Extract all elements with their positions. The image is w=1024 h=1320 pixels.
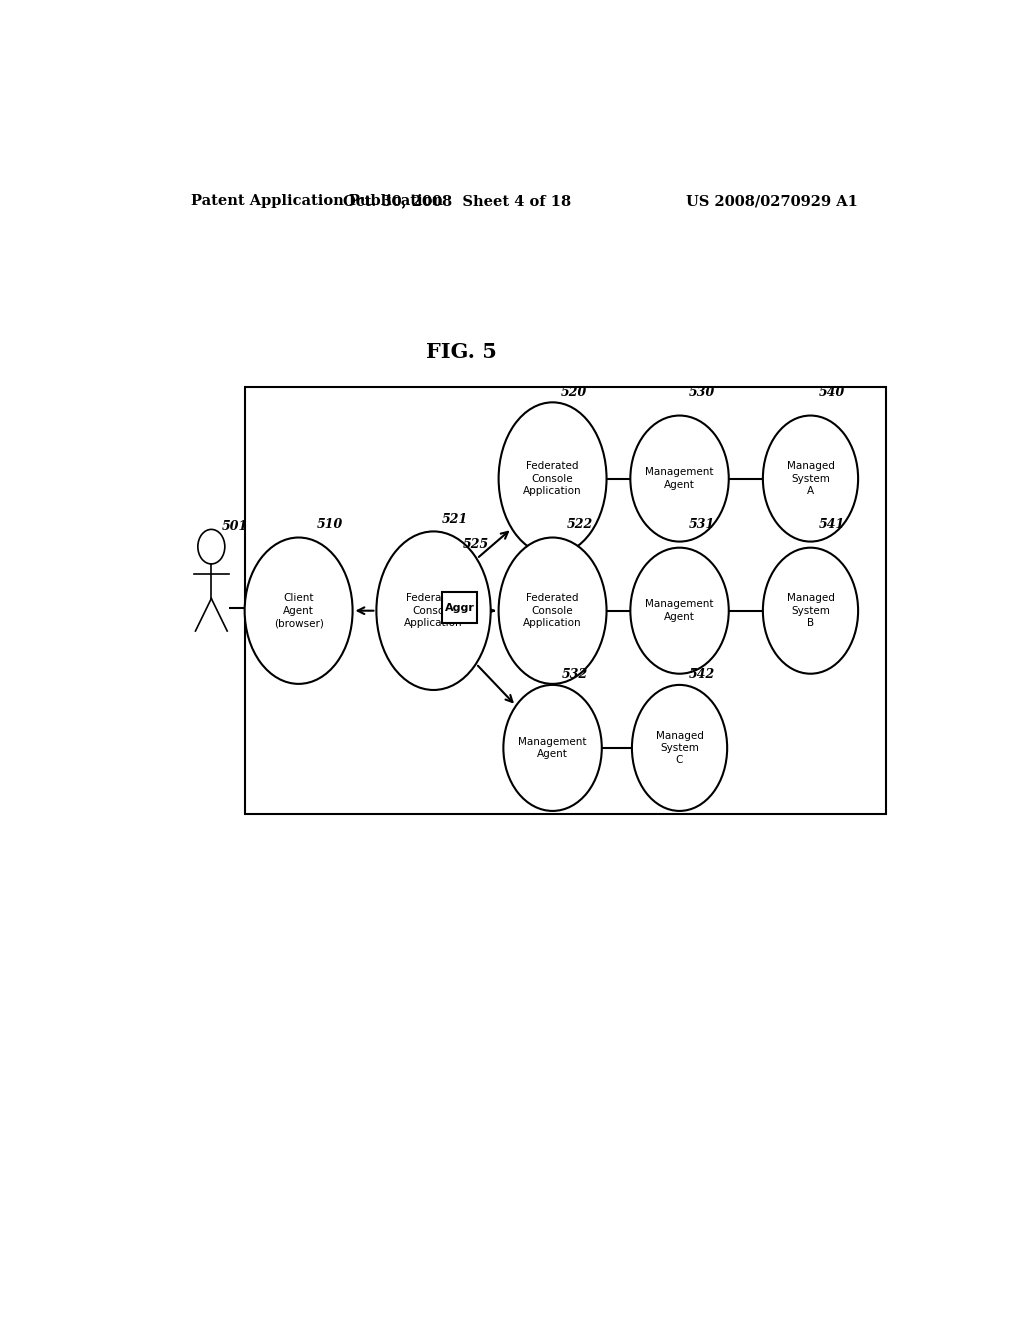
Text: Federated
Console
Application: Federated Console Application xyxy=(523,593,582,628)
Text: 541: 541 xyxy=(818,517,845,531)
Text: Managed
System
A: Managed System A xyxy=(786,461,835,496)
Text: 501: 501 xyxy=(221,520,248,533)
Text: Management
Agent: Management Agent xyxy=(645,599,714,622)
Text: Aggr: Aggr xyxy=(444,603,475,612)
Ellipse shape xyxy=(245,537,352,684)
Text: Federated
Console
Application: Federated Console Application xyxy=(523,461,582,496)
Text: 530: 530 xyxy=(688,385,715,399)
Ellipse shape xyxy=(499,537,606,684)
Text: US 2008/0270929 A1: US 2008/0270929 A1 xyxy=(686,194,858,209)
Text: Federating
Console
Application: Federating Console Application xyxy=(404,593,463,628)
Text: 532: 532 xyxy=(562,668,589,681)
Text: 520: 520 xyxy=(560,385,587,399)
Ellipse shape xyxy=(632,685,727,810)
Circle shape xyxy=(198,529,225,564)
Text: 531: 531 xyxy=(688,517,715,531)
Text: Oct. 30, 2008  Sheet 4 of 18: Oct. 30, 2008 Sheet 4 of 18 xyxy=(343,194,571,209)
Ellipse shape xyxy=(377,532,490,690)
Text: Client
Agent
(browser): Client Agent (browser) xyxy=(273,593,324,628)
Ellipse shape xyxy=(631,416,729,541)
Text: Patent Application Publication: Patent Application Publication xyxy=(191,194,443,209)
Ellipse shape xyxy=(763,548,858,673)
Ellipse shape xyxy=(631,548,729,673)
Text: 521: 521 xyxy=(442,512,469,525)
Bar xyxy=(246,387,886,814)
Text: 542: 542 xyxy=(688,668,715,681)
Text: 540: 540 xyxy=(818,385,845,399)
Text: FIG. 5: FIG. 5 xyxy=(426,342,497,362)
Text: 522: 522 xyxy=(567,517,593,531)
Text: 525: 525 xyxy=(463,539,489,552)
Text: 510: 510 xyxy=(316,517,343,531)
Text: Management
Agent: Management Agent xyxy=(645,467,714,490)
Ellipse shape xyxy=(499,403,606,554)
Text: Management
Agent: Management Agent xyxy=(518,737,587,759)
Text: Managed
System
B: Managed System B xyxy=(786,593,835,628)
Ellipse shape xyxy=(763,416,858,541)
Ellipse shape xyxy=(504,685,602,810)
Bar xyxy=(442,593,477,623)
Text: Managed
System
C: Managed System C xyxy=(655,730,703,766)
